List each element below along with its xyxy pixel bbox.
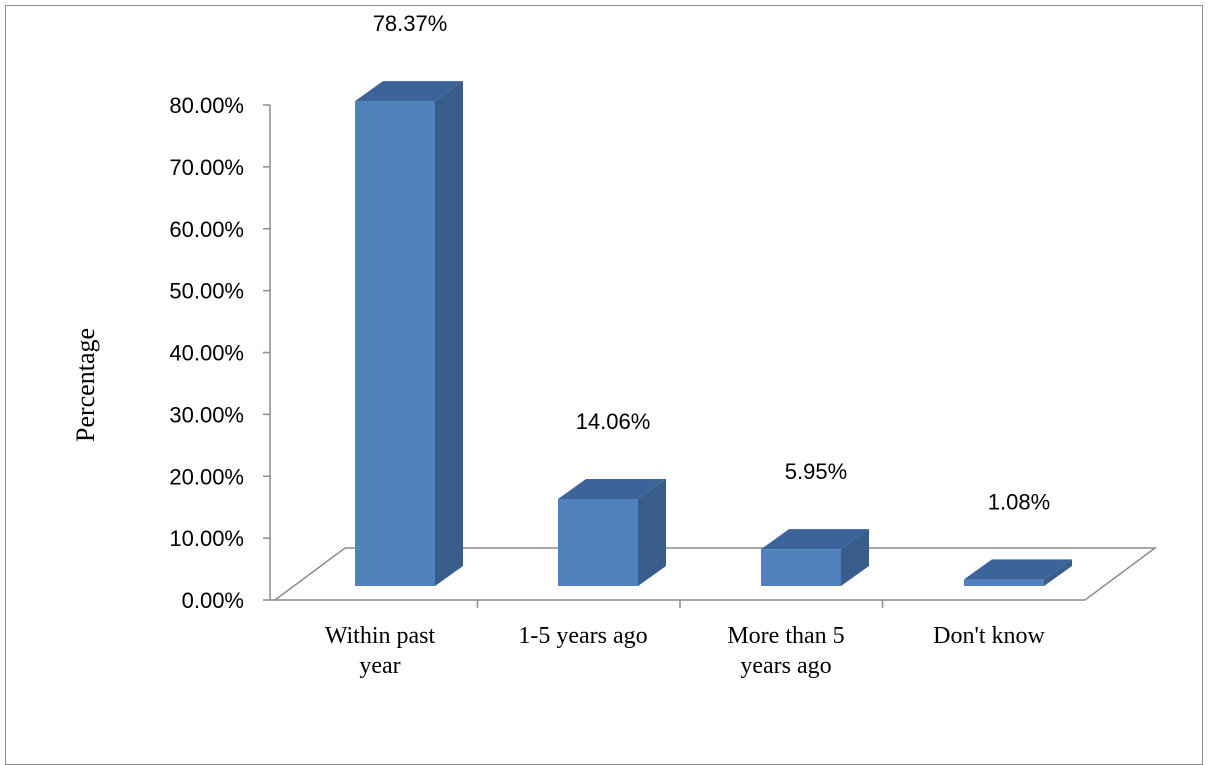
x-category-label: More than 5 years ago [727,623,844,679]
bar-side [1044,559,1072,586]
x-category-label: Don't know [933,623,1045,649]
bar-front [355,101,435,586]
y-axis-title: Percentage [71,328,100,442]
y-tick-label: 40.00% [169,341,244,366]
x-category-line: years ago [740,653,831,679]
x-category-label: Within past year [325,623,436,679]
chart-labels: 0.00% 10.00% 20.00% 30.00% 40.00% 50.00% 60.00… [169,11,1050,679]
bar-side [841,529,869,586]
data-label: 78.37% [373,11,448,36]
y-tick-label: 70.00% [169,155,244,180]
bar-front [558,499,638,586]
y-tick-label: 10.00% [169,526,244,551]
data-label: 5.95% [785,459,847,484]
bar-side [638,479,666,586]
bar-front [761,549,841,586]
bar-side [435,81,463,586]
y-tick-label: 60.00% [169,217,244,242]
x-category-line: More than 5 [727,623,844,649]
bar-1 [558,479,666,586]
chart-bars [355,81,1072,586]
data-label: 14.06% [576,409,651,434]
data-label: 1.08% [988,489,1050,514]
bar-0 [355,81,463,586]
y-tick-label: 20.00% [169,464,244,489]
x-category-line: Don't know [933,623,1045,649]
x-category-label: 1-5 years ago [518,623,647,649]
y-tick-label: 30.00% [169,402,244,427]
chart-axes [263,104,1158,608]
y-tick-label: 80.00% [169,93,244,118]
y-tick-label: 0.00% [182,588,244,613]
bar-top [355,81,463,102]
x-category-line: 1-5 years ago [518,623,647,649]
y-tick-label: 50.00% [169,279,244,304]
bar-top [761,529,869,550]
bar-2 [761,529,869,586]
x-category-line: Within past [325,623,436,649]
bar-top [964,559,1072,580]
chart-floor [272,547,1158,601]
bar-3 [964,559,1072,586]
bar-front [964,579,1044,586]
x-category-line: year [359,653,400,679]
bar-top [558,479,666,500]
